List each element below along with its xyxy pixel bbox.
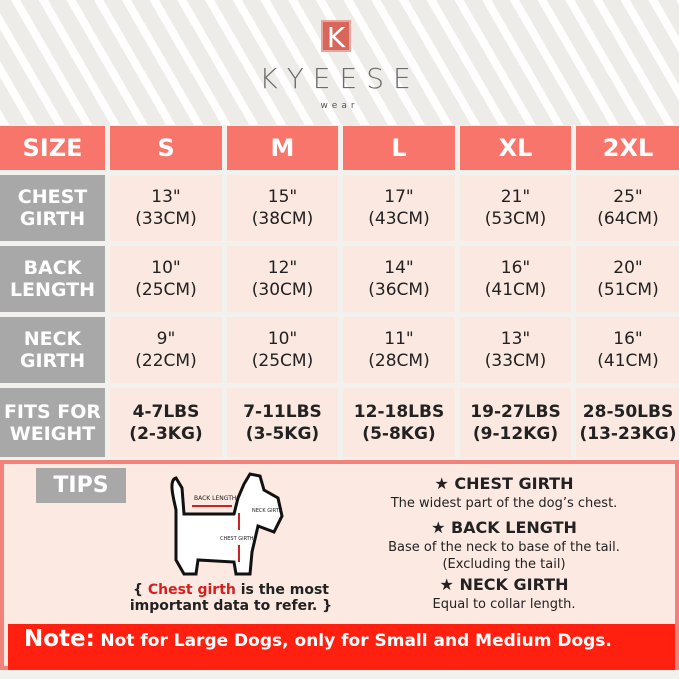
header-size: M (227, 126, 338, 170)
dog-diagram-icon: BACK LENGTH NECK GIRTH CHEST GIRTH (170, 472, 284, 576)
table-cell: 20" (51CM) (576, 246, 679, 312)
table-cell: 25" (64CM) (576, 175, 679, 241)
header-size: 2XL (576, 126, 679, 170)
table-cell: 10" (25CM) (110, 246, 222, 312)
row-label: BACK LENGTH (0, 246, 105, 312)
header-size: XL (460, 126, 571, 170)
tips-panel: TIPS BACK LENGTH NECK GIRTH CHEST GIRTH … (0, 460, 679, 670)
table-cell: 7-11LBS (3-5KG) (227, 388, 338, 457)
table-cell: 17" (43CM) (343, 175, 455, 241)
brand-sub: wear (320, 101, 359, 111)
header-size: S (110, 126, 222, 170)
chest-girth-caption: { Chest girth is the most important data … (129, 582, 333, 614)
table-cell: 14" (36CM) (343, 246, 455, 312)
table-cell: 28-50LBS (13-23KG) (576, 388, 679, 457)
table-cell: 12" (30CM) (227, 246, 338, 312)
table-cell: 13" (33CM) (460, 317, 571, 383)
table-cell: 12-18LBS (5-8KG) (343, 388, 455, 457)
note-banner: Note: Not for Large Dogs, only for Small… (8, 624, 675, 670)
diagram-chest-label: CHEST GIRTH (220, 536, 254, 542)
tip-back-desc2: (Excluding the tail) (442, 557, 566, 572)
tip-back-desc: Base of the neck to base of the tail. (388, 540, 620, 555)
tip-chest-title: ★ CHEST GIRTH (434, 474, 574, 493)
tip-neck-title: ★ NECK GIRTH (439, 575, 569, 594)
row-label: CHEST GIRTH (0, 175, 105, 241)
diagram-neck-label: NECK GIRTH (252, 508, 283, 514)
table-cell: 9" (22CM) (110, 317, 222, 383)
diagram-back-label: BACK LENGTH (194, 495, 236, 502)
table-cell: 16" (41CM) (460, 246, 571, 312)
row-label: FITS FOR WEIGHT (0, 388, 105, 457)
table-cell: 15" (38CM) (227, 175, 338, 241)
tip-chest-desc: The widest part of the dog’s chest. (390, 496, 618, 511)
table-cell: 11" (28CM) (343, 317, 455, 383)
table-cell: 21" (53CM) (460, 175, 571, 241)
brand-logo: K (321, 20, 351, 54)
header-label: SIZE (0, 126, 105, 170)
table-cell: 19-27LBS (9-12KG) (460, 388, 571, 457)
header-size: L (343, 126, 455, 170)
brand-name: KYEESE (259, 62, 420, 95)
table-cell: 16" (41CM) (576, 317, 679, 383)
size-table: SIZE S M L XL 2XL CHEST GIRTH 13" (33CM) 15" (38… (0, 126, 679, 457)
table-cell: 4-7LBS (2-3KG) (110, 388, 222, 457)
row-label: NECK GIRTH (0, 317, 105, 383)
tips-label: TIPS (36, 468, 126, 503)
tip-neck-desc: Equal to collar length. (432, 597, 576, 612)
table-cell: 13" (33CM) (110, 175, 222, 241)
table-cell: 10" (25CM) (227, 317, 338, 383)
tip-back-title: ★ BACK LENGTH (431, 518, 577, 537)
